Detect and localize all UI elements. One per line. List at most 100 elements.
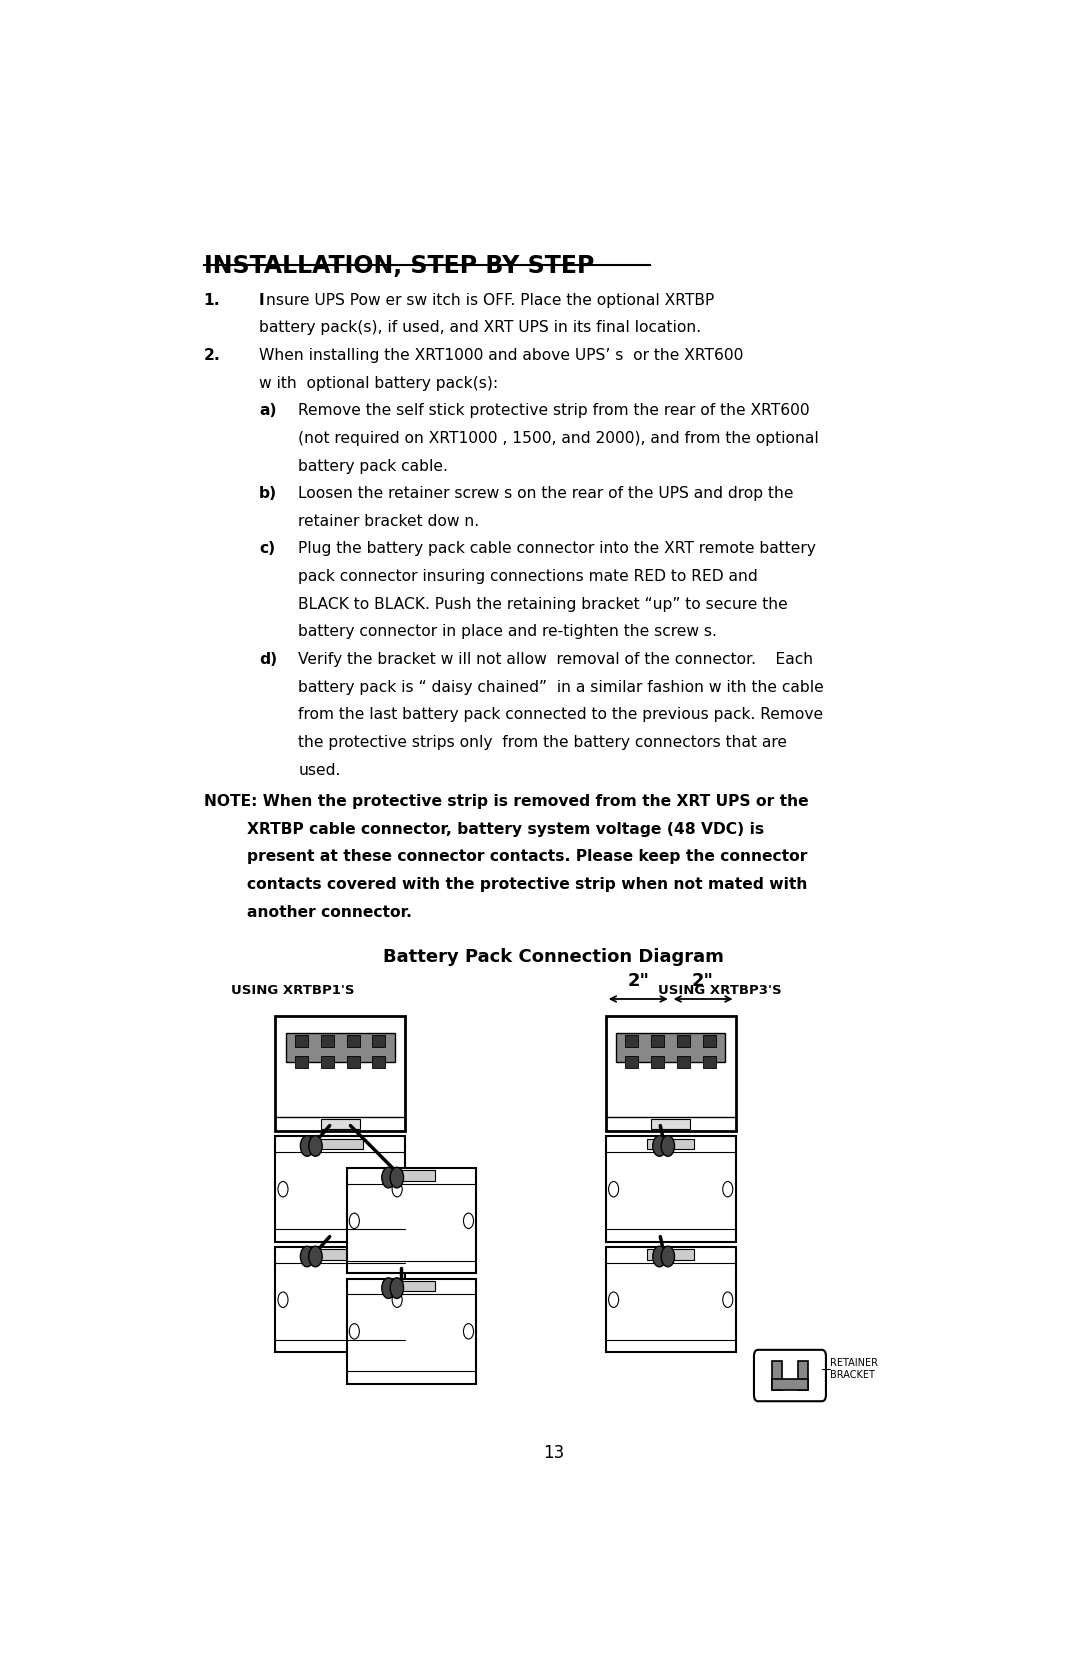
Bar <box>647 1138 694 1150</box>
Text: I: I <box>259 292 265 307</box>
Text: 1.: 1. <box>204 292 220 307</box>
Text: Loosen the retainer screw s on the rear of the UPS and drop the: Loosen the retainer screw s on the rear … <box>298 486 794 501</box>
Circle shape <box>392 1292 402 1307</box>
Text: BLACK to BLACK. Push the retaining bracket “up” to secure the: BLACK to BLACK. Push the retaining brack… <box>298 598 788 613</box>
Bar <box>703 1035 716 1046</box>
Bar <box>295 1056 308 1068</box>
Circle shape <box>278 1292 288 1307</box>
Bar <box>321 1056 334 1068</box>
Text: XRTBP cable connector, battery system voltage (48 VDC) is: XRTBP cable connector, battery system vo… <box>204 821 764 836</box>
Text: battery connector in place and re-tighten the screw s.: battery connector in place and re-tighte… <box>298 624 717 639</box>
Text: battery pack cable.: battery pack cable. <box>298 459 448 474</box>
Bar <box>625 1056 638 1068</box>
Bar <box>625 1035 638 1046</box>
Circle shape <box>390 1167 404 1188</box>
Text: Verify the bracket w ill not allow  removal of the connector.    Each: Verify the bracket w ill not allow remov… <box>298 653 813 668</box>
Bar <box>771 1362 782 1390</box>
Circle shape <box>382 1278 395 1298</box>
Text: nsure UPS Pow er sw itch is OFF. Place the optional XRTBP: nsure UPS Pow er sw itch is OFF. Place t… <box>267 292 715 307</box>
Bar <box>647 1248 694 1260</box>
Circle shape <box>661 1247 675 1267</box>
Bar <box>347 1168 476 1273</box>
Text: a): a) <box>259 404 276 419</box>
Bar <box>677 1035 690 1046</box>
Bar <box>798 1362 808 1390</box>
Bar <box>347 1278 476 1384</box>
Bar <box>347 1056 360 1068</box>
Circle shape <box>723 1182 733 1197</box>
Circle shape <box>463 1213 473 1228</box>
Text: d): d) <box>259 653 278 668</box>
Circle shape <box>652 1247 666 1267</box>
Text: contacts covered with the protective strip when not mated with: contacts covered with the protective str… <box>204 876 807 891</box>
Bar <box>606 1016 735 1132</box>
Circle shape <box>652 1135 666 1157</box>
Circle shape <box>382 1167 395 1188</box>
Bar <box>373 1035 386 1046</box>
Circle shape <box>300 1247 314 1267</box>
Bar <box>347 1035 360 1046</box>
Text: battery pack is “ daisy chained”  in a similar fashion w ith the cable: battery pack is “ daisy chained” in a si… <box>298 679 824 694</box>
Circle shape <box>309 1135 322 1157</box>
Bar <box>285 1033 394 1061</box>
Text: USING XRTBP1'S: USING XRTBP1'S <box>231 983 354 996</box>
Circle shape <box>390 1278 404 1298</box>
Text: Battery Pack Connection Diagram: Battery Pack Connection Diagram <box>383 948 724 966</box>
Circle shape <box>309 1247 322 1267</box>
Bar <box>388 1280 435 1292</box>
FancyBboxPatch shape <box>754 1350 826 1402</box>
Text: INSTALLATION, STEP BY STEP: INSTALLATION, STEP BY STEP <box>204 254 594 279</box>
Circle shape <box>349 1324 360 1339</box>
Bar <box>617 1033 725 1061</box>
Circle shape <box>349 1213 360 1228</box>
Text: present at these connector contacts. Please keep the connector: present at these connector contacts. Ple… <box>204 850 807 865</box>
Text: another connector.: another connector. <box>204 905 411 920</box>
Bar <box>373 1056 386 1068</box>
Bar <box>321 1118 360 1128</box>
Bar <box>275 1247 405 1352</box>
Bar <box>321 1035 334 1046</box>
Bar <box>651 1035 664 1046</box>
Circle shape <box>723 1292 733 1307</box>
Circle shape <box>608 1292 619 1307</box>
Bar <box>295 1035 308 1046</box>
Text: retainer bracket dow n.: retainer bracket dow n. <box>298 514 480 529</box>
Text: NOTE: When the protective strip is removed from the XRT UPS or the: NOTE: When the protective strip is remov… <box>204 794 808 809</box>
Bar <box>606 1137 735 1242</box>
Bar <box>316 1138 363 1150</box>
Bar <box>703 1056 716 1068</box>
Bar <box>677 1056 690 1068</box>
Text: used.: used. <box>298 763 340 778</box>
Circle shape <box>300 1135 314 1157</box>
Bar <box>651 1118 690 1128</box>
Text: (not required on XRT1000 , 1500, and 2000), and from the optional: (not required on XRT1000 , 1500, and 200… <box>298 431 819 446</box>
Bar <box>388 1170 435 1180</box>
Circle shape <box>608 1182 619 1197</box>
Text: c): c) <box>259 541 275 556</box>
Text: b): b) <box>259 486 278 501</box>
Text: Plug the battery pack cable connector into the XRT remote battery: Plug the battery pack cable connector in… <box>298 541 816 556</box>
Text: RETAINER
BRACKET: RETAINER BRACKET <box>831 1359 878 1380</box>
Circle shape <box>278 1182 288 1197</box>
Text: w ith  optional battery pack(s):: w ith optional battery pack(s): <box>259 376 498 391</box>
Bar <box>771 1379 808 1390</box>
Text: 2": 2" <box>692 971 714 990</box>
Bar <box>316 1248 363 1260</box>
Text: battery pack(s), if used, and XRT UPS in its final location.: battery pack(s), if used, and XRT UPS in… <box>259 320 701 335</box>
Text: pack connector insuring connections mate RED to RED and: pack connector insuring connections mate… <box>298 569 758 584</box>
Text: 13: 13 <box>543 1444 564 1462</box>
Text: 2.: 2. <box>204 349 220 364</box>
Circle shape <box>463 1324 473 1339</box>
Text: When installing the XRT1000 and above UPS’ s  or the XRT600: When installing the XRT1000 and above UP… <box>259 349 743 364</box>
Text: from the last battery pack connected to the previous pack. Remove: from the last battery pack connected to … <box>298 708 823 723</box>
Circle shape <box>661 1135 675 1157</box>
Text: the protective strips only  from the battery connectors that are: the protective strips only from the batt… <box>298 734 787 749</box>
Bar <box>606 1247 735 1352</box>
Bar <box>275 1137 405 1242</box>
Text: 2": 2" <box>627 971 649 990</box>
Bar <box>651 1056 664 1068</box>
Text: USING XRTBP3'S: USING XRTBP3'S <box>658 983 781 996</box>
Bar <box>275 1016 405 1132</box>
Text: Remove the self stick protective strip from the rear of the XRT600: Remove the self stick protective strip f… <box>298 404 810 419</box>
Circle shape <box>392 1182 402 1197</box>
